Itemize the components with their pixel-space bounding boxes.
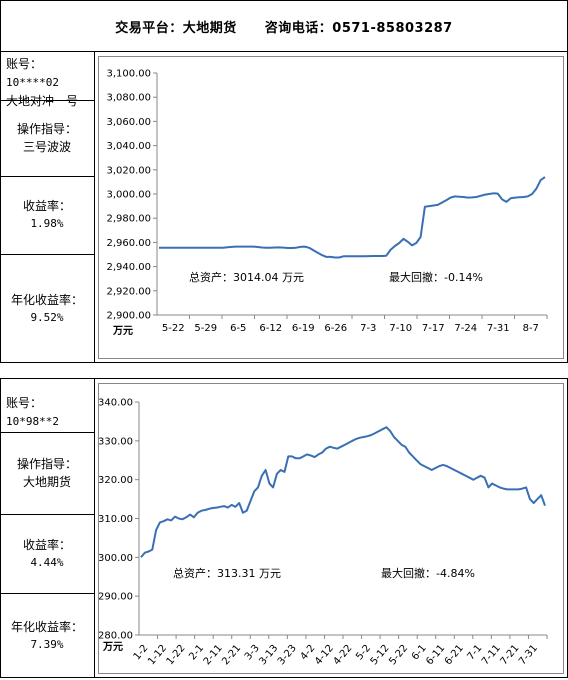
x-tick-label: 7-17 — [422, 323, 445, 334]
return-value: 1.98% — [30, 217, 64, 230]
account-label: 账号： — [6, 396, 43, 410]
annual-return-label: 年化收益率： — [10, 619, 83, 634]
x-tick-label: 6-5 — [230, 323, 246, 334]
x-tick-label: 7-11 — [480, 643, 503, 667]
x-tick-label: 5-22 — [387, 643, 410, 667]
x-tick-label: 7-24 — [454, 323, 477, 334]
y-tick-label: 2,940.00 — [106, 262, 151, 273]
platform-label: 交易平台：大地期货 — [115, 20, 237, 36]
chart-frame-1: 3,100.00 3,080.00 3,060.00 3,040.00 3,020.00… — [98, 56, 564, 359]
account-info-2: 账号： 10*98**2 — [0, 378, 95, 433]
equity-chart-1: 3,100.00 3,080.00 3,060.00 3,040.00 3,020.00… — [106, 69, 548, 337]
y-unit-label: 万元 — [102, 641, 123, 653]
annual-return-label: 年化收益率： — [10, 292, 83, 307]
equity-chart-2: 340.00 330.00 320.00 310.00 300.00 290.00 280.… — [98, 398, 548, 667]
x-tick-label: 2-21 — [220, 643, 243, 667]
y-tick-label: 2,960.00 — [106, 238, 151, 249]
guide-label: 操作指导： — [16, 457, 77, 471]
account-name: 大地对冲一号 — [6, 94, 79, 108]
guide-value: 大地期货 — [22, 475, 71, 489]
equity-series-line — [140, 426, 546, 558]
x-tick-label: 7-31 — [517, 643, 540, 667]
x-tick-label: 8-7 — [523, 323, 539, 334]
x-tick-label: 4-22 — [332, 643, 355, 667]
account-number: 10*98**2 — [6, 415, 59, 428]
equity-series-line — [159, 176, 546, 259]
x-tick-label: 1-12 — [146, 643, 169, 667]
x-tick-label: 2-11 — [202, 643, 225, 667]
x-tick-label: 5-29 — [194, 323, 217, 334]
y-tick-label: 2,900.00 — [106, 311, 151, 322]
y-tick-label: 290.00 — [99, 592, 133, 603]
y-tick-label: 3,020.00 — [106, 165, 151, 176]
y-tick-label: 2,920.00 — [106, 286, 151, 297]
return-value: 4.44% — [30, 555, 64, 569]
y-tick-label: 3,060.00 — [106, 117, 151, 128]
total-asset-note: 总资产：313.31 万元 — [173, 566, 281, 580]
y-tick-label: 320.00 — [99, 475, 133, 486]
y-tick-label: 310.00 — [99, 514, 133, 525]
x-tick-label: 5-22 — [162, 323, 185, 334]
y-tick-label: 2,980.00 — [106, 214, 151, 225]
x-tick-label: 4-12 — [313, 643, 336, 667]
guide-cell-1: 操作指导： 三号波波 — [0, 100, 95, 177]
max-drawdown-note: 最大回撤：-0.14% — [389, 270, 483, 284]
y-tick-label: 340.00 — [99, 398, 133, 409]
annual-return-cell-2: 年化收益率： 7.39% — [0, 593, 95, 678]
annual-return-cell-1: 年化收益率： 9.52% — [0, 254, 95, 363]
return-cell-2: 收益率： 4.44% — [0, 514, 95, 594]
x-tick-label: 7-10 — [389, 323, 412, 334]
total-asset-note: 总资产：3014.04 万元 — [189, 270, 304, 284]
x-tick-label: 7-31 — [487, 323, 510, 334]
y-unit-label: 万元 — [112, 325, 133, 337]
page-header: 交易平台：大地期货 咨询电话：0571-85803287 — [0, 0, 568, 52]
annual-return-value: 7.39% — [30, 637, 64, 651]
y-tick-label: 280.00 — [99, 631, 133, 642]
x-tick-label: 6-12 — [259, 323, 282, 334]
return-label: 收益率： — [22, 199, 71, 213]
y-tick-label: 3,100.00 — [106, 69, 151, 80]
y-tick-label: 3,000.00 — [106, 190, 151, 201]
x-tick-label: 6-26 — [324, 323, 347, 334]
return-label: 收益率： — [22, 537, 71, 552]
chart-frame-2: 340.00 330.00 320.00 310.00 300.00 290.00 280.… — [98, 383, 564, 674]
account-label: 账号： — [6, 57, 43, 71]
y-tick-label: 3,080.00 — [106, 93, 151, 104]
x-tick-label: 1-22 — [165, 643, 188, 667]
x-tick-label: 6-11 — [424, 643, 447, 667]
account-info-1: 账号： 10****02 大地对冲一号 — [0, 51, 95, 108]
annual-return-value: 9.52% — [30, 310, 64, 324]
x-tick-label: 6-21 — [443, 643, 466, 667]
x-tick-label: 7-3 — [360, 323, 376, 334]
x-tick-label: 7-21 — [498, 643, 521, 667]
guide-value: 三号波波 — [22, 140, 71, 154]
guide-cell-2: 操作指导： 大地期货 — [0, 432, 95, 515]
y-tick-label: 3,040.00 — [106, 141, 151, 152]
account-number: 10****02 — [6, 76, 59, 89]
return-cell-1: 收益率： 1.98% — [0, 176, 95, 255]
x-tick-label: 6-19 — [292, 323, 315, 334]
y-tick-label: 300.00 — [99, 553, 133, 564]
hotline-label: 咨询电话：0571-85803287 — [264, 20, 453, 36]
max-drawdown-note: 最大回撤：-4.84% — [381, 566, 475, 580]
x-tick-label: 5-12 — [369, 643, 392, 667]
guide-label: 操作指导： — [16, 122, 77, 136]
x-tick-label: 3-13 — [257, 643, 280, 667]
y-tick-label: 330.00 — [99, 436, 133, 447]
x-tick-label: 3-23 — [276, 643, 299, 667]
